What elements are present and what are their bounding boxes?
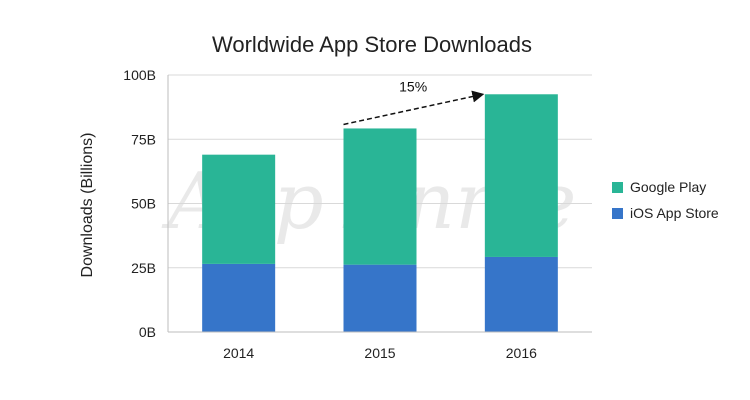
x-tick-label: 2016	[506, 345, 537, 361]
legend-label: Google Play	[630, 179, 706, 195]
y-tick-label: 0B	[139, 324, 156, 340]
bar-ios-app-store-2014	[202, 263, 276, 332]
bar-google-play-2015	[343, 128, 417, 265]
bar-ios-app-store-2015	[343, 264, 417, 332]
legend-swatch	[612, 208, 623, 219]
y-tick-label: 25B	[131, 260, 156, 276]
y-axis-label: Downloads (Billions)	[79, 133, 96, 278]
x-tick-label: 2015	[364, 345, 395, 361]
chart-title: Worldwide App Store Downloads	[212, 32, 532, 57]
growth-annotation: 15%	[399, 78, 427, 94]
y-tick-label: 100B	[123, 67, 156, 83]
legend-swatch	[612, 182, 623, 193]
y-tick-label: 75B	[131, 131, 156, 147]
bar-google-play-2016	[484, 94, 558, 257]
y-tick-label: 50B	[131, 196, 156, 212]
bar-google-play-2014	[202, 154, 276, 264]
legend-label: iOS App Store	[630, 205, 719, 221]
growth-arrow	[343, 90, 485, 126]
bar-ios-app-store-2016	[484, 256, 558, 332]
x-tick-label: 2014	[223, 345, 254, 361]
